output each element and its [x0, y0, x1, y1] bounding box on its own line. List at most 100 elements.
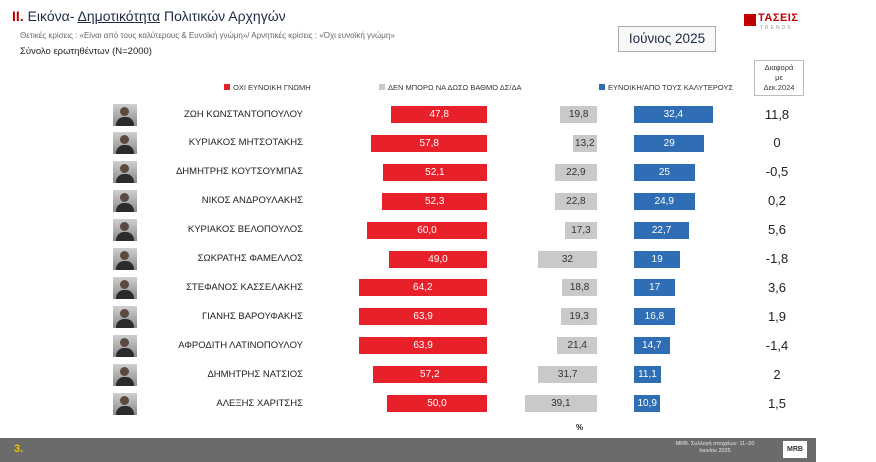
- bar-positive: [634, 221, 690, 239]
- politician-name: ΚΥΡΙΑΚΟΣ ΒΕΛΟΠΟΥΛΟΣ: [187, 224, 303, 236]
- avatar-body-icon: [116, 232, 134, 242]
- bar-positive: [634, 163, 695, 181]
- logo-name: ΤΑΣΕΙΣ: [758, 12, 799, 24]
- avatar-head-icon: [120, 395, 129, 405]
- avatar-body-icon: [116, 405, 134, 415]
- diff-value: 1,9: [767, 308, 787, 324]
- politician-photo: [113, 103, 137, 126]
- avatar-head-icon: [120, 135, 129, 145]
- bar-positive-label: 19: [651, 253, 663, 265]
- bar-negative: [391, 106, 487, 123]
- title-prefix: Εικόνα-: [27, 8, 75, 24]
- bar-neutral-label: 31,7: [557, 369, 578, 381]
- bar-positive-label: 11,1: [638, 369, 657, 381]
- bar-neutral: [564, 221, 597, 239]
- politician-photo: [113, 190, 137, 213]
- tasis-logo: ΤΑΣΕΙΣ TRENDS: [744, 12, 816, 36]
- diff-column-header: Διαφορά με Δεκ.2024: [754, 60, 804, 96]
- politician-name: ΔΗΜΗΤΡΗΣ ΚΟΥΤΣΟΥΜΠΑΣ: [175, 166, 303, 178]
- bar-negative-label: 64,2: [413, 282, 433, 294]
- logo-mark-icon: [744, 14, 756, 26]
- subtitle-sample: Σύνολο ερωτηθέντων (Ν=2000): [20, 46, 152, 57]
- title-underlined: Δημοτικότητα: [77, 8, 161, 24]
- bar-positive-label: 25: [658, 166, 670, 178]
- politician-photo: [113, 161, 137, 184]
- avatar-body-icon: [116, 347, 134, 357]
- avatar-body-icon: [116, 289, 134, 299]
- bar-positive-label: 22,7: [651, 224, 672, 236]
- diff-value: 3,6: [767, 279, 787, 295]
- legend-label-neg: ΟΧΙ ΕΥΝΟΙΚΗ ΓΝΩΜΗ: [233, 83, 311, 92]
- avatar-body-icon: [116, 174, 134, 184]
- avatar-body-icon: [116, 318, 134, 328]
- bar-neutral: [524, 395, 597, 412]
- bar-neutral-label: 18,8: [569, 282, 590, 294]
- legend-swatch-neu: [379, 84, 385, 90]
- bar-negative-label: 50,0: [427, 398, 447, 409]
- diff-value: 11,8: [764, 106, 790, 122]
- bar-negative-label: 57,8: [419, 137, 439, 149]
- diff-value: 5,6: [767, 222, 787, 238]
- diff-value: 2: [773, 366, 781, 382]
- avatar-head-icon: [120, 164, 129, 174]
- diff-value: 0,2: [767, 193, 787, 209]
- bar-positive: [634, 250, 681, 268]
- bar-positive-label: 29: [663, 137, 675, 149]
- title-number: II.: [12, 8, 24, 24]
- politician-name: ΑΛΕΞΗΣ ΧΑΡΙΤΣΗΣ: [216, 397, 303, 409]
- politician-photo: [113, 363, 137, 386]
- politician-photo: [113, 392, 137, 415]
- bar-positive-label: 24,9: [654, 195, 674, 207]
- bar-positive: [634, 366, 661, 384]
- unit-label: %: [576, 423, 584, 432]
- politician-name: ΣΤΕΦΑΝΟΣ ΚΑΣΣΕΛΑΚΗΣ: [186, 281, 303, 293]
- legend-item-neg: ΟΧΙ ΕΥΝΟΙΚΗ ΓΝΩΜΗ: [224, 83, 311, 92]
- logo-tagline: TRENDS: [760, 25, 793, 31]
- footer-bar: 3. MRB. Συλλογή στοιχείων: 11–20 Ιουνίου…: [0, 438, 816, 462]
- diff-value: -0,5: [765, 164, 789, 180]
- bar-negative-label: 49,0: [428, 253, 448, 265]
- avatar-body-icon: [116, 376, 134, 386]
- bar-negative: [382, 192, 487, 210]
- avatar-head-icon: [120, 222, 129, 232]
- bar-positive-label: 32,4: [663, 109, 684, 120]
- avatar-body-icon: [116, 203, 134, 213]
- bar-positive-label: 17: [649, 282, 661, 294]
- bar-neutral-label: 17,3: [571, 224, 591, 236]
- bar-negative-label: 52,1: [425, 166, 445, 178]
- legend-label-pos: ΕΥΝΟΙΚΗ/ΑΠΟ ΤΟΥΣ ΚΑΛΥΤΕΡΟΥΣ: [608, 83, 734, 92]
- politician-photo: [113, 132, 137, 155]
- bar-negative: [359, 308, 487, 326]
- bar-neutral: [560, 106, 597, 123]
- bar-neutral-label: 32: [561, 253, 573, 265]
- bar-neutral: [554, 192, 597, 210]
- bar-negative-label: 63,9: [413, 340, 433, 352]
- bar-neutral: [557, 337, 597, 355]
- subtitle-definitions: Θετικές κρίσεις : «Είναι από τους καλύτε…: [20, 31, 395, 40]
- avatar-head-icon: [120, 251, 129, 260]
- bar-negative-label: 63,9: [413, 311, 433, 323]
- bar-positive: [634, 279, 676, 297]
- bar-neutral-label: 22,8: [566, 195, 586, 207]
- legend-label-neu: ΔΕΝ ΜΠΟΡΩ ΝΑ ΔΩΣΩ ΒΑΘΜΟ ΔΣ/ΔΑ: [388, 83, 522, 92]
- bar-positive-label: 16,8: [644, 311, 665, 323]
- legend-item-pos: ΕΥΝΟΙΚΗ/ΑΠΟ ΤΟΥΣ ΚΑΛΥΤΕΡΟΥΣ: [599, 83, 733, 92]
- politician-name: ΚΥΡΙΑΚΟΣ ΜΗΤΣΟΤΑΚΗΣ: [188, 137, 303, 149]
- bar-neutral: [572, 134, 597, 152]
- politician-name: ΑΦΡΟΔΙΤΗ ΛΑΤΙΝΟΠΟΥΛΟΥ: [178, 339, 303, 351]
- politician-photo: [113, 248, 137, 270]
- diff-value: 1,5: [767, 395, 787, 411]
- legend-swatch-neg: [224, 84, 230, 90]
- bar-positive: [634, 308, 675, 326]
- avatar-head-icon: [120, 308, 129, 318]
- page-number: 3.: [14, 443, 24, 455]
- bar-neutral: [537, 250, 597, 268]
- bar-negative-label: 47,8: [429, 109, 449, 120]
- politician-name: ΓΙΑΝΗΣ ΒΑΡΟΥΦΑΚΗΣ: [201, 310, 303, 322]
- legend-swatch-pos: [599, 84, 605, 90]
- footer-note: MRB. Συλλογή στοιχείων: 11–20 Ιουνίου 20…: [675, 441, 755, 454]
- legend-item-neu: ΔΕΝ ΜΠΟΡΩ ΝΑ ΔΩΣΩ ΒΑΘΜΟ ΔΣ/ΔΑ: [379, 83, 522, 92]
- politician-photo: [113, 219, 137, 242]
- bar-negative: [371, 134, 487, 152]
- bar-neutral-label: 39,1: [551, 398, 571, 409]
